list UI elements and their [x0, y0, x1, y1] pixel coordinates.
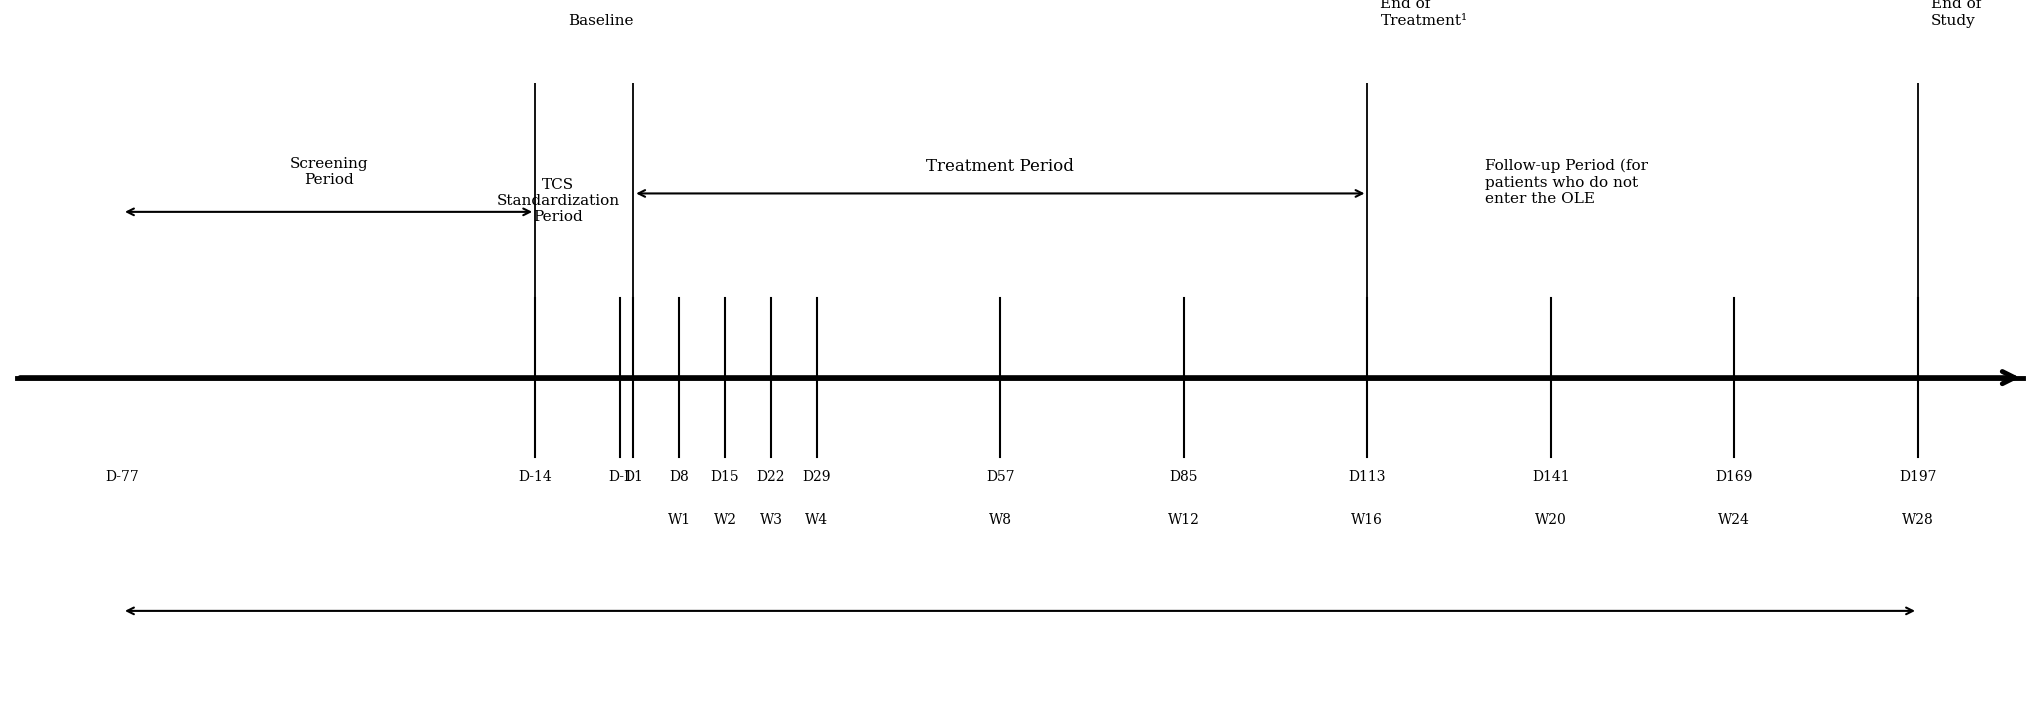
- Text: D29: D29: [801, 470, 830, 484]
- Text: Screening
Period: Screening Period: [290, 157, 367, 187]
- Text: D1: D1: [624, 470, 642, 484]
- Text: Treatment Period: Treatment Period: [926, 158, 1075, 175]
- Text: D22: D22: [756, 470, 785, 484]
- Text: W3: W3: [759, 512, 783, 526]
- Text: W12: W12: [1168, 512, 1199, 526]
- Text: D85: D85: [1168, 470, 1197, 484]
- Text: W2: W2: [714, 512, 736, 526]
- Text: D15: D15: [710, 470, 738, 484]
- Text: D113: D113: [1348, 470, 1384, 484]
- Text: W24: W24: [1717, 512, 1749, 526]
- Text: W20: W20: [1533, 512, 1566, 526]
- Text: W16: W16: [1350, 512, 1382, 526]
- Text: D57: D57: [985, 470, 1013, 484]
- Text: D169: D169: [1715, 470, 1752, 484]
- Text: TCS
Standardization
Period: TCS Standardization Period: [495, 178, 620, 224]
- Text: Baseline: Baseline: [567, 14, 632, 28]
- Text: D-1: D-1: [608, 470, 632, 484]
- Text: D-14: D-14: [518, 470, 553, 484]
- Text: End of
Study: End of Study: [1931, 0, 1980, 28]
- Text: W4: W4: [805, 512, 828, 526]
- Text: D141: D141: [1531, 470, 1568, 484]
- Text: D-77: D-77: [106, 470, 139, 484]
- Text: Follow-up Period (for
patients who do not
enter the OLE: Follow-up Period (for patients who do no…: [1484, 159, 1648, 205]
- Text: D8: D8: [669, 470, 689, 484]
- Text: W8: W8: [989, 512, 1011, 526]
- Text: End of
Treatment¹: End of Treatment¹: [1380, 0, 1466, 28]
- Text: W28: W28: [1900, 512, 1933, 526]
- Text: D197: D197: [1898, 470, 1935, 484]
- Text: W1: W1: [667, 512, 691, 526]
